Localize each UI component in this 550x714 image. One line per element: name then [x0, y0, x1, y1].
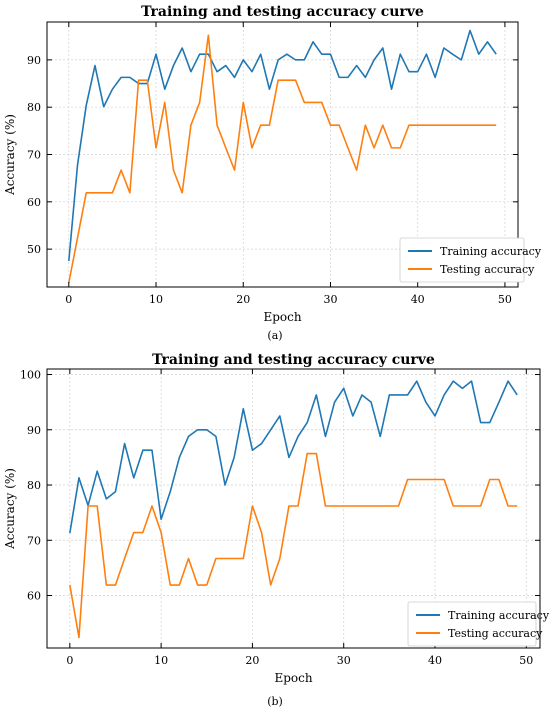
chart-1-legend-box	[407, 601, 537, 647]
chart-1-x-tick-label: 50	[519, 654, 533, 667]
chart-1-x-axis-label: Epoch	[274, 671, 312, 685]
chart-1-x-tick-label: 0	[66, 654, 73, 667]
chart-0-series-line-1	[68, 34, 497, 283]
chart-1-y-tick-label: 90	[27, 424, 41, 437]
chart-0-x-tick-label: 0	[65, 293, 72, 306]
chart-0-y-tick-label: 90	[27, 54, 41, 67]
chart-1-series-line-1	[69, 452, 518, 639]
chart-panel-b: Training and testing accuracy curve 0 10 20…	[0, 350, 550, 714]
chart-0-series-line-0	[68, 29, 497, 262]
chart-1-y-tick-label: 70	[27, 534, 41, 547]
chart-a-svg: Training and testing accuracy curve 0 10 20…	[3, 4, 542, 324]
chart-0-title: Training and testing accuracy curve	[141, 4, 424, 20]
chart-1-x-tick-label: 10	[154, 654, 168, 667]
chart-0-y-axis-label: Accuracy (%)	[3, 114, 17, 196]
chart-panel-a: Training and testing accuracy curve 0 10 20…	[0, 0, 550, 350]
chart-0-x-tick-label: 30	[323, 293, 337, 306]
chart-0-y-tick-label: 80	[27, 101, 41, 114]
caption-a: (a)	[267, 329, 283, 342]
chart-0-x-tick-label: 50	[498, 293, 512, 306]
chart-0-x-axis-label: Epoch	[263, 310, 301, 324]
chart-1-series-line-0	[69, 380, 518, 534]
chart-1-x-tick-label: 30	[337, 654, 351, 667]
chart-0-x-tick-label: 40	[411, 293, 425, 306]
chart-1-y-tick-label: 60	[27, 590, 41, 603]
caption-b: (b)	[267, 695, 283, 708]
chart-0-x-tick-label: 20	[236, 293, 250, 306]
chart-1-title: Training and testing accuracy curve	[152, 352, 435, 368]
chart-0-legend-label-0: Training accuracy	[440, 245, 542, 258]
chart-0-legend-box	[399, 237, 525, 283]
chart-0-y-tick-label: 70	[27, 149, 41, 162]
chart-1-x-tick-label: 20	[245, 654, 259, 667]
chart-1-y-axis-label: Accuracy (%)	[3, 468, 17, 550]
chart-1-y-tick-label: 80	[27, 479, 41, 492]
chart-1-x-tick-label: 40	[428, 654, 442, 667]
chart-0-y-tick-label: 50	[27, 243, 41, 256]
chart-1-plot-frame	[46, 368, 541, 649]
chart-0-legend-label-1: Testing accuracy	[440, 263, 535, 276]
chart-1-legend-label-0: Training accuracy	[448, 609, 550, 622]
chart-1-y-tick-label: 100	[20, 369, 41, 382]
chart-1-legend-label-1: Testing accuracy	[448, 627, 543, 640]
chart-b-svg: Training and testing accuracy curve 0 10 20…	[3, 352, 550, 685]
chart-0-y-tick-label: 60	[27, 196, 41, 209]
chart-0-x-tick-label: 10	[149, 293, 163, 306]
